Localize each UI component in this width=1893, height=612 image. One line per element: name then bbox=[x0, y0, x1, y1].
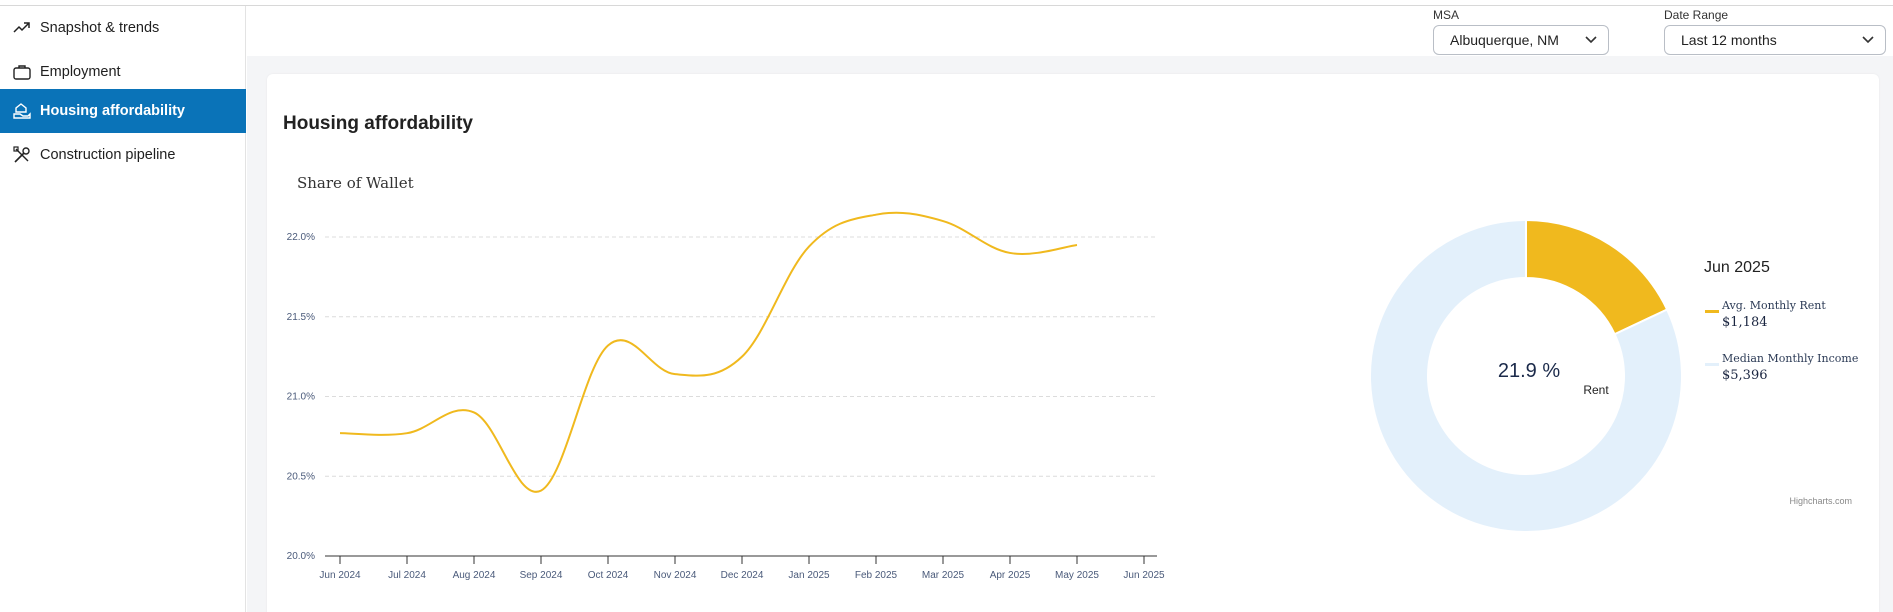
x-tick-label: Jun 2025 bbox=[1123, 570, 1165, 581]
line-chart-title: Share of Wallet bbox=[297, 174, 414, 192]
y-tick-label: 21.5% bbox=[287, 312, 315, 323]
sidebar-item-housing-affordability[interactable]: Housing affordability bbox=[0, 89, 246, 133]
card-title: Housing affordability bbox=[283, 113, 473, 134]
x-tick-label: Dec 2024 bbox=[721, 570, 764, 581]
x-tick-label: Feb 2025 bbox=[855, 570, 898, 581]
legend-item-name[interactable]: Median Monthly Income bbox=[1722, 352, 1858, 365]
x-tick-label: May 2025 bbox=[1055, 570, 1099, 581]
msa-select[interactable]: Albuquerque, NM bbox=[1433, 25, 1609, 55]
sidebar: Snapshot & trends Employment Housing aff… bbox=[0, 6, 246, 612]
donut-center-value: 21.9 % bbox=[1498, 360, 1560, 382]
chevron-down-icon bbox=[1861, 32, 1875, 48]
sidebar-item-snapshot-trends[interactable]: Snapshot & trends bbox=[0, 6, 246, 50]
date-range-select[interactable]: Last 12 months bbox=[1664, 25, 1886, 55]
main-content: MSA Albuquerque, NM Date Range Last 12 m… bbox=[247, 6, 1893, 612]
trending-up-icon bbox=[12, 18, 32, 38]
sidebar-item-employment[interactable]: Employment bbox=[0, 50, 246, 94]
rent-income-donut-chart: 21.9 % Rent Jun 2025 Avg. Monthly Rent $1,18… bbox=[1369, 218, 1858, 533]
x-tick-label: Nov 2024 bbox=[654, 570, 697, 581]
y-tick-label: 20.0% bbox=[287, 551, 315, 562]
msa-filter: MSA Albuquerque, NM bbox=[1433, 8, 1609, 55]
highcharts-credits-link[interactable]: Highcharts.com bbox=[1789, 496, 1852, 506]
x-tick-label: Aug 2024 bbox=[453, 570, 496, 581]
y-tick-label: 20.5% bbox=[287, 471, 315, 482]
date-range-value: Last 12 months bbox=[1681, 32, 1777, 48]
share-of-wallet-chart: 20.0% 20.5% 21.0% 21.5% 22.0% Jun 2024 Jul 202… bbox=[287, 211, 1165, 581]
sidebar-item-label: Employment bbox=[40, 64, 121, 80]
legend-item-name[interactable]: Avg. Monthly Rent bbox=[1721, 299, 1826, 312]
sidebar-item-label: Snapshot & trends bbox=[40, 20, 160, 36]
legend-item-value: $1,184 bbox=[1722, 315, 1768, 330]
legend-item-value: $5,396 bbox=[1722, 368, 1768, 383]
legend-swatch bbox=[1705, 363, 1719, 366]
sidebar-item-construction-pipeline[interactable]: Construction pipeline bbox=[0, 133, 246, 177]
y-tick-label: 22.0% bbox=[287, 232, 315, 243]
y-tick-label: 21.0% bbox=[287, 392, 315, 403]
x-tick-label: Apr 2025 bbox=[990, 570, 1031, 581]
housing-affordability-card: Housing affordability Share of Wallet 20… bbox=[267, 74, 1879, 612]
chevron-down-icon bbox=[1584, 32, 1598, 48]
sidebar-item-label: Construction pipeline bbox=[40, 147, 176, 163]
legend-swatch bbox=[1705, 310, 1719, 313]
filter-bar: MSA Albuquerque, NM Date Range Last 12 m… bbox=[247, 6, 1893, 56]
donut-slice[interactable] bbox=[1369, 218, 1683, 533]
donut-center-label: Rent bbox=[1583, 383, 1609, 397]
x-tick-label: Oct 2024 bbox=[588, 570, 629, 581]
x-tick-label: Jun 2024 bbox=[319, 570, 361, 581]
date-range-label: Date Range bbox=[1664, 8, 1729, 22]
top-border bbox=[0, 0, 1893, 6]
msa-label: MSA bbox=[1433, 8, 1460, 22]
x-tick-label: Jan 2025 bbox=[788, 570, 830, 581]
sidebar-item-label: Housing affordability bbox=[40, 103, 185, 119]
date-range-filter: Date Range Last 12 months bbox=[1664, 8, 1886, 55]
legend-title: Jun 2025 bbox=[1704, 259, 1770, 276]
x-tick-label: Jul 2024 bbox=[388, 570, 426, 581]
x-tick-label: Mar 2025 bbox=[922, 570, 965, 581]
briefcase-icon bbox=[12, 62, 32, 82]
share-of-wallet-series-line[interactable] bbox=[339, 211, 1078, 493]
hand-house-icon bbox=[12, 101, 32, 121]
donut-slice[interactable] bbox=[1525, 218, 1669, 336]
msa-value: Albuquerque, NM bbox=[1450, 32, 1559, 48]
x-tick-label: Sep 2024 bbox=[520, 570, 563, 581]
tools-icon bbox=[12, 145, 32, 165]
